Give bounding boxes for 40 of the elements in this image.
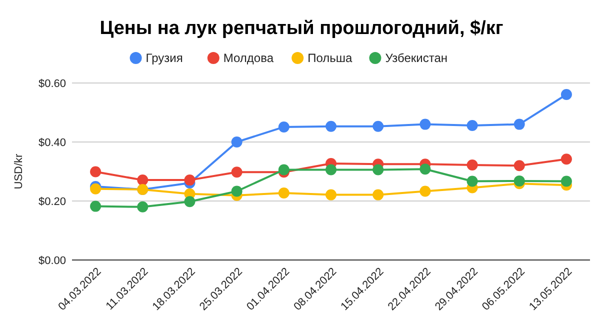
point [184, 174, 196, 186]
point [560, 154, 572, 165]
point [278, 121, 290, 132]
point [137, 174, 148, 186]
point [372, 164, 384, 176]
point [514, 175, 525, 186]
point [420, 118, 431, 130]
point [278, 188, 290, 199]
point [560, 89, 572, 100]
point [278, 164, 290, 176]
point [420, 164, 431, 175]
chart-title: Цены на лук репчатый прошлогодний, $/кг [100, 18, 504, 39]
y-tick-label: $0.20 [38, 196, 66, 208]
point [231, 166, 242, 178]
point [90, 166, 102, 178]
point [420, 186, 431, 197]
legend-label: Грузия [146, 51, 183, 65]
point [326, 164, 336, 176]
point [466, 176, 478, 187]
point [90, 200, 102, 212]
point [514, 118, 525, 130]
point [231, 186, 242, 197]
point [184, 196, 196, 208]
legend-label: Польша [308, 51, 353, 65]
y-tick-label: $0.00 [38, 255, 66, 267]
point [137, 201, 148, 212]
y-axis-title: USD/kr [13, 153, 25, 190]
point [326, 120, 336, 132]
point [466, 160, 478, 171]
legend-label: Молдова [223, 51, 274, 65]
legend-label: Узбекистан [385, 51, 448, 65]
point [372, 189, 384, 200]
point [514, 160, 525, 172]
point [326, 189, 336, 200]
y-tick-label: $0.60 [38, 78, 66, 90]
y-tick-label: $0.40 [38, 137, 66, 149]
point [372, 120, 384, 132]
point [231, 136, 242, 148]
point [560, 176, 572, 187]
point [466, 120, 478, 131]
